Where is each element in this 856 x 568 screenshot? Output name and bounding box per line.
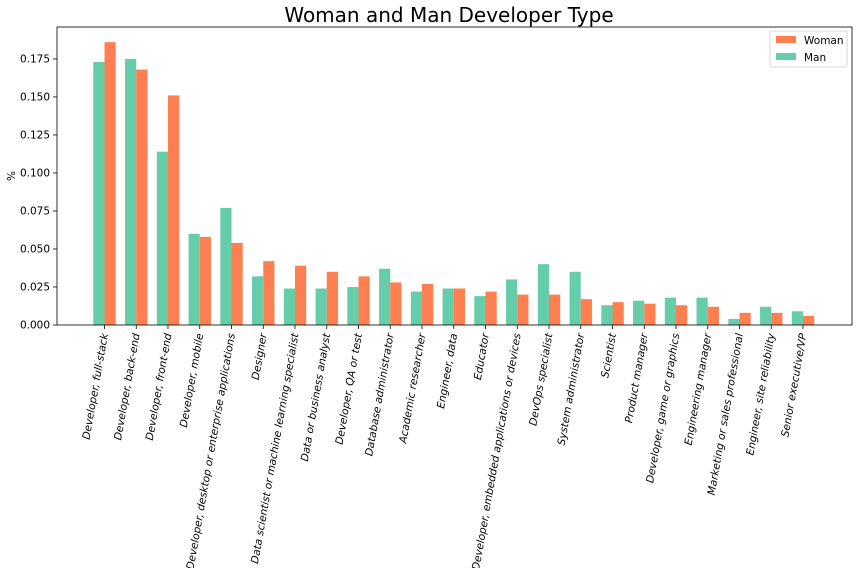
- x-tick-label-developer-back-end: Developer, back-end: [112, 332, 143, 441]
- x-tick-label-scientist: Scientist: [599, 332, 619, 379]
- x-tick-label-developer-front-end: Developer, front-end: [144, 332, 175, 441]
- y-tick-label: 0.150: [20, 91, 50, 103]
- bar-man-senior-executive-vp: [791, 311, 803, 325]
- x-tick-label-developer-full-stack: Developer, full-stack: [80, 332, 111, 441]
- y-tick-label: 0.125: [20, 129, 50, 141]
- x-tick-label-senior-executive-vp: Senior executive/VP: [779, 332, 809, 438]
- bar-woman-developer-mobile: [199, 236, 211, 325]
- x-ticks-group: Developer, full-stack Developer, back-end…: [80, 325, 810, 568]
- bar-woman-product-manager: [644, 303, 656, 325]
- x-tick-label-educator: Educator: [472, 332, 492, 381]
- bar-man-devops-specialist: [537, 264, 549, 325]
- bar-man-product-manager: [633, 300, 645, 325]
- bar-man-engineer-data: [442, 288, 454, 325]
- legend: Woman Man: [769, 30, 848, 68]
- x-tick-label-engineer-site-reliability: Engineer, site reliability: [744, 332, 777, 457]
- bar-man-data-scientist-or-machine-learning-specialist: [283, 288, 295, 325]
- bar-man-designer: [252, 276, 264, 325]
- bar-man-developer-desktop-or-enterprise-applications: [220, 207, 232, 325]
- bar-woman-database-administrator: [390, 282, 402, 325]
- bar-woman-developer-full-stack: [104, 42, 116, 325]
- bar-woman-developer-desktop-or-enterprise-applications: [231, 242, 243, 325]
- bar-man-developer-qa-or-test: [347, 286, 359, 325]
- chart-title: Woman and Man Developer Type: [284, 3, 613, 27]
- y-tick-label: 0.100: [20, 167, 50, 179]
- bar-man-data-or-business-analyst: [315, 288, 327, 325]
- bar-man-system-administrator: [569, 271, 581, 325]
- x-tick-label-developer-mobile: Developer, mobile: [178, 332, 206, 428]
- bar-man-engineering-manager: [696, 297, 708, 325]
- x-tick-label-engineer-data: Engineer, data: [435, 332, 460, 409]
- bar-woman-devops-specialist: [549, 294, 561, 325]
- x-tick-label-academic-researcher: Academic researcher: [397, 332, 428, 445]
- bar-woman-engineer-data: [453, 288, 465, 325]
- bar-man-engineer-site-reliability: [760, 306, 772, 325]
- bar-woman-academic-researcher: [422, 283, 434, 325]
- bar-woman-developer-embedded-applications-or-devices: [517, 294, 529, 325]
- bar-woman-developer-game-or-graphics: [676, 305, 688, 325]
- x-tick-label-devops-specialist: DevOps specialist: [527, 332, 555, 427]
- bar-man-developer-mobile: [188, 233, 200, 325]
- y-ticks-group: 0.000 0.025 0.050 0.075 0.100 0.125 0.150 0.175: [20, 53, 57, 332]
- bar-woman-data-scientist-or-machine-learning-specialist: [295, 265, 307, 325]
- bar-man-developer-front-end: [156, 151, 168, 325]
- bar-woman-marketing-or-sales-professional: [739, 312, 751, 325]
- x-tick-label-designer: Designer: [250, 332, 270, 381]
- bar-man-marketing-or-sales-professional: [728, 318, 740, 325]
- bar-man-developer-back-end: [125, 58, 137, 326]
- bars-group: [93, 42, 815, 326]
- bar-man-academic-researcher: [410, 291, 422, 325]
- x-tick-label-engineering-manager: Engineering manager: [683, 332, 715, 447]
- legend-label-woman: Woman: [804, 35, 844, 47]
- x-tick-label-database-administrator: Database administrator: [363, 332, 397, 457]
- x-tick-label-data-or-business-analyst: Data or business analyst: [299, 332, 334, 463]
- bar-woman-educator: [485, 291, 497, 325]
- bar-woman-scientist: [612, 302, 624, 325]
- legend-label-man: Man: [804, 52, 826, 64]
- bar-woman-data-or-business-analyst: [326, 271, 338, 325]
- plot-frame: [56, 26, 853, 326]
- bar-woman-engineer-site-reliability: [771, 312, 783, 325]
- y-tick-label: 0.025: [20, 281, 50, 293]
- bar-man-educator: [474, 296, 486, 325]
- y-tick-label: 0.000: [20, 320, 50, 332]
- bar-man-database-administrator: [379, 268, 391, 325]
- x-tick-label-marketing-or-sales-professional: Marketing or sales professional: [706, 332, 746, 496]
- bar-woman-senior-executive-vp: [803, 315, 815, 325]
- legend-swatch-woman: [776, 36, 796, 43]
- bar-woman-developer-qa-or-test: [358, 276, 370, 325]
- x-tick-label-developer-game-or-graphics: Developer, game or graphics: [644, 332, 682, 484]
- legend-swatch-man: [776, 53, 796, 60]
- bar-woman-engineering-manager: [707, 306, 719, 325]
- y-axis-label: %: [6, 171, 18, 181]
- bar-woman-designer: [263, 261, 275, 325]
- x-tick-label-system-administrator: System administrator: [556, 332, 588, 447]
- y-tick-label: 0.050: [20, 243, 50, 255]
- bar-woman-system-administrator: [580, 299, 592, 325]
- y-tick-label: 0.175: [20, 53, 50, 65]
- bar-woman-developer-front-end: [168, 95, 180, 325]
- bar-man-developer-full-stack: [93, 61, 105, 325]
- bar-man-scientist: [601, 305, 613, 325]
- bar-man-developer-game-or-graphics: [664, 297, 676, 325]
- x-tick-label-developer-qa-or-test: Developer, QA or test: [334, 332, 366, 446]
- bar-man-developer-embedded-applications-or-devices: [506, 279, 518, 325]
- bar-woman-developer-back-end: [136, 69, 148, 325]
- y-tick-label: 0.075: [20, 205, 50, 217]
- x-tick-label-product-manager: Product manager: [623, 332, 651, 424]
